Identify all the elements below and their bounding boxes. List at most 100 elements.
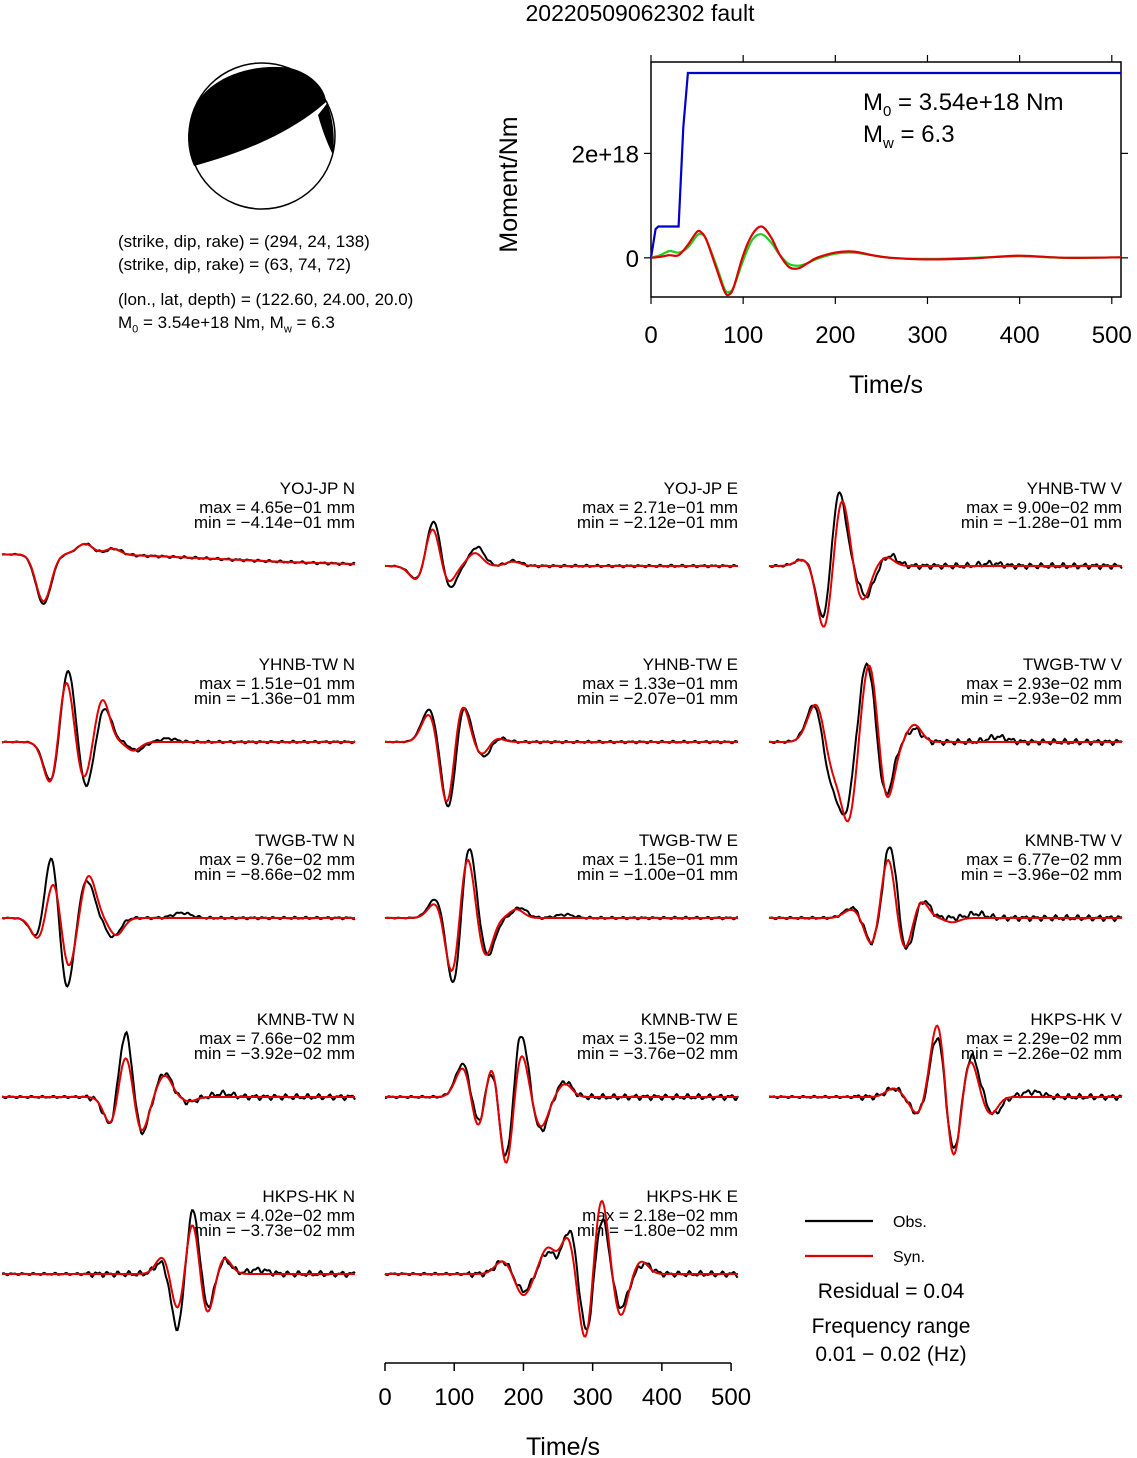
page-title: 20220509062302 fault <box>525 0 755 26</box>
moment-magnitude-summary: M0 = 3.54e+18 Nm, Mw = 6.3 <box>118 313 335 336</box>
time-axis-tick-label: 500 <box>711 1384 751 1411</box>
moment-ytick-label: 0 <box>626 246 639 273</box>
synthetic-trace <box>769 500 1122 628</box>
moment-xtick-label: 0 <box>644 322 657 349</box>
observed-trace <box>1 542 356 605</box>
waveform-time-axis: 0 100 200 300 400 500 Time/s <box>378 1362 751 1458</box>
min-amplitude-label: min = −4.14e−01 mm <box>194 513 355 532</box>
max-amplitude-label: max = 7.66e−02 mm <box>199 1029 355 1048</box>
max-amplitude-label: max = 4.65e−01 mm <box>199 498 355 517</box>
station-label: YHNB-TW E <box>643 655 738 674</box>
moment-ytick-label: 2e+18 <box>572 141 639 168</box>
synthetic-trace <box>385 706 738 803</box>
min-amplitude-label: min = −1.28e−01 mm <box>961 513 1122 532</box>
moment-xtick-label: 300 <box>907 322 947 349</box>
min-amplitude-label: min = −3.92e−02 mm <box>194 1044 355 1063</box>
moment-xtick-label: 200 <box>815 322 855 349</box>
min-amplitude-label: min = −3.76e−02 mm <box>577 1044 738 1063</box>
max-amplitude-label: max = 1.51e−01 mm <box>199 674 355 693</box>
beachball-compressional-quadrant-1 <box>188 66 326 166</box>
min-amplitude-label: min = −2.07e−01 mm <box>577 689 738 708</box>
synthetic-trace <box>385 1055 738 1164</box>
station-label: HKPS-HK V <box>1030 1010 1122 1029</box>
station-label: HKPS-HK N <box>262 1187 355 1206</box>
moment-annotation-mw: Mw = 6.3 <box>863 121 955 152</box>
max-amplitude-label: max = 1.15e−01 mm <box>582 850 738 869</box>
synthetic-trace <box>2 1057 355 1132</box>
synthetic-trace <box>385 858 738 973</box>
station-label: TWGB-TW V <box>1023 655 1123 674</box>
station-label: KMNB-TW V <box>1025 831 1123 850</box>
observed-trace <box>768 491 1123 619</box>
moment-rate-red-line <box>650 225 1122 297</box>
min-amplitude-label: min = −2.93e−02 mm <box>961 689 1122 708</box>
moment-x-axis-label: Time/s <box>849 371 923 399</box>
max-amplitude-label: max = 1.33e−01 mm <box>582 674 738 693</box>
moment-annotation-m0: M0 = 3.54e+18 Nm <box>863 89 1063 120</box>
time-axis-tick-label: 400 <box>642 1384 682 1411</box>
moment-cumulative-line <box>649 71 1121 258</box>
station-label: YHNB-TW V <box>1027 479 1123 498</box>
min-amplitude-label: min = −2.26e−02 mm <box>961 1044 1122 1063</box>
synthetic-trace <box>769 1024 1122 1156</box>
synthetic-trace <box>2 542 355 603</box>
moment-xtick-label: 100 <box>723 322 763 349</box>
max-amplitude-label: max = 3.15e−02 mm <box>582 1029 738 1048</box>
synthetic-trace <box>2 874 355 967</box>
synthetic-trace <box>385 1199 738 1338</box>
max-amplitude-label: max = 2.18e−02 mm <box>582 1206 738 1225</box>
min-amplitude-label: min = −1.80e−02 mm <box>577 1221 738 1240</box>
station-label: KMNB-TW E <box>641 1010 738 1029</box>
legend-obs-label: Obs. <box>893 1214 927 1231</box>
beachball <box>188 62 336 210</box>
min-amplitude-label: min = −3.73e−02 mm <box>194 1221 355 1240</box>
station-label: YHNB-TW N <box>259 655 355 674</box>
time-axis-tick-label: 0 <box>378 1384 391 1411</box>
time-axis-tick-label: 200 <box>503 1384 543 1411</box>
synthetic-trace <box>2 1224 355 1313</box>
station-label: YOJ-JP E <box>664 479 738 498</box>
nodal-plane-1: (strike, dip, rake) = (294, 24, 138) <box>118 232 370 251</box>
hypocenter-location: (lon., lat, depth) = (122.60, 24.00, 20.… <box>118 290 414 309</box>
moment-xtick-label: 500 <box>1092 322 1132 349</box>
station-label: TWGB-TW E <box>639 831 738 850</box>
max-amplitude-label: max = 9.76e−02 mm <box>199 850 355 869</box>
residual-label: Residual = 0.04 <box>818 1280 965 1303</box>
min-amplitude-label: min = −1.00e−01 mm <box>577 865 738 884</box>
max-amplitude-label: max = 4.02e−02 mm <box>199 1206 355 1225</box>
time-axis-tick-label: 100 <box>434 1384 474 1411</box>
time-axis-label: Time/s <box>526 1433 600 1458</box>
station-label: HKPS-HK E <box>646 1187 738 1206</box>
moment-function-chart: 0 100 200 300 400 500 0 2e+18 Time/s Moment/Nm M0… <box>495 55 1132 399</box>
synthetic-trace <box>769 858 1122 948</box>
frequency-range-value: 0.01 − 0.02 (Hz) <box>815 1343 966 1366</box>
station-label: TWGB-TW N <box>255 831 355 850</box>
moment-y-axis-label: Moment/Nm <box>495 116 523 252</box>
min-amplitude-label: min = −2.12e−01 mm <box>577 513 738 532</box>
legend-syn-label: Syn. <box>893 1249 925 1266</box>
max-amplitude-label: max = 9.00e−02 mm <box>966 498 1122 517</box>
beachball-compressional-quadrant-2 <box>318 101 334 155</box>
station-label: YOJ-JP N <box>280 479 355 498</box>
moment-plot-frame <box>650 61 1122 298</box>
time-axis-tick-label: 300 <box>573 1384 613 1411</box>
max-amplitude-label: max = 2.29e−02 mm <box>966 1029 1122 1048</box>
moment-xtick-label: 400 <box>1000 322 1040 349</box>
max-amplitude-label: max = 2.71e−01 mm <box>582 498 738 517</box>
min-amplitude-label: min = −3.96e−02 mm <box>961 865 1122 884</box>
min-amplitude-label: min = −8.66e−02 mm <box>194 865 355 884</box>
